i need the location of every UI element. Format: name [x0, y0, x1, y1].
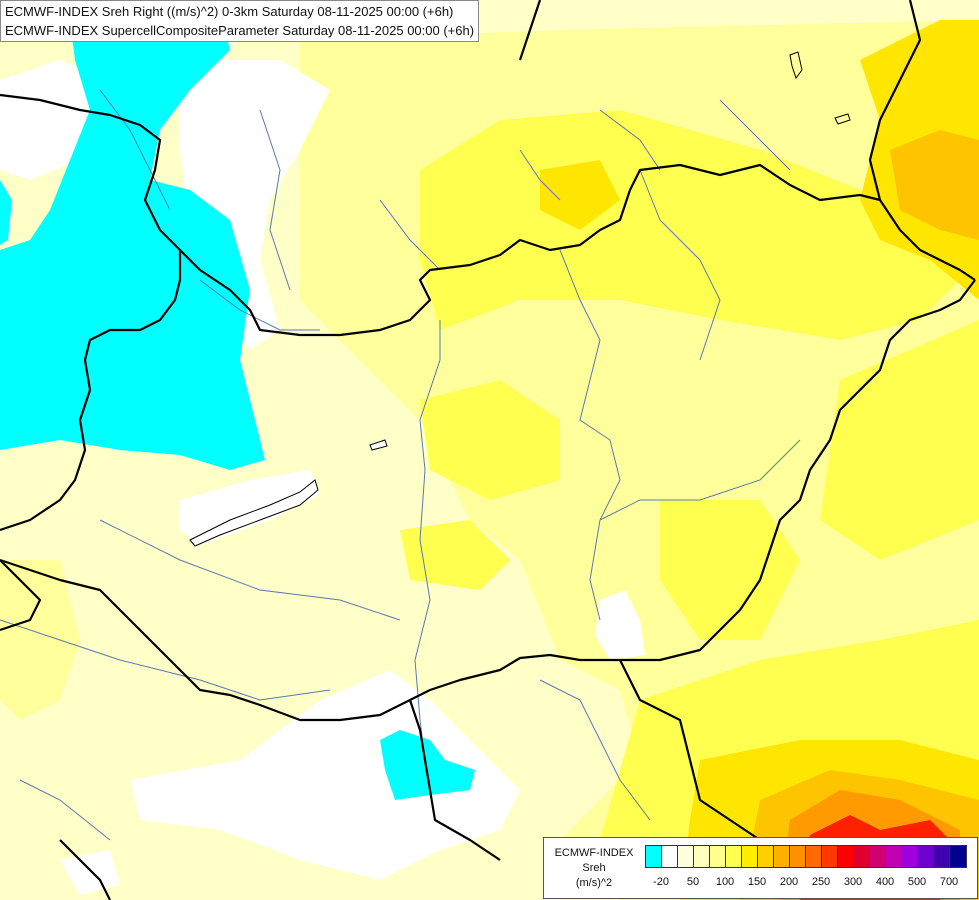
white-zone-south [130, 670, 520, 880]
legend-swatch [758, 846, 774, 867]
legend-tick-label: 400 [875, 876, 895, 888]
cyan-zone-edge-left [0, 180, 12, 245]
yellow-band-east [820, 320, 979, 560]
legend-tick-label: 100 [715, 876, 735, 888]
legend-swatch [838, 846, 854, 867]
legend-swatch [694, 846, 710, 867]
legend-swatch [790, 846, 806, 867]
map-title-box: ECMWF-INDEX Sreh Right ((m/s)^2) 0-3km S… [0, 0, 480, 42]
cyan-zone-west [0, 10, 265, 470]
legend-title-line1: ECMWF-INDEX [554, 847, 634, 859]
legend-swatch [806, 846, 822, 867]
lake-small-north [789, 51, 803, 80]
yellow-band-center [420, 380, 560, 500]
legend-tick-label: 50 [686, 876, 700, 888]
legend-title-line3: (m/s)^2 [575, 877, 613, 889]
legend-title-line2: Sreh [582, 862, 606, 874]
legend-ticks: -20 50 100 150 200 250 300 400 500 700 [645, 876, 969, 890]
legend-swatch [774, 846, 790, 867]
legend-tick-label: 150 [747, 876, 767, 888]
map-title-line2: ECMWF-INDEX SupercellCompositeParameter … [5, 23, 475, 38]
legend-tick-label: 250 [811, 876, 831, 888]
yellow-band-southeast [660, 500, 800, 640]
yellow-band-southwest [400, 520, 510, 590]
legend-swatches [645, 845, 967, 868]
legend-swatch [710, 846, 726, 867]
legend-tick-label: 200 [779, 876, 799, 888]
gold-zone-north [540, 160, 620, 230]
legend-tick-label: 300 [843, 876, 863, 888]
map-title-line1: ECMWF-INDEX Sreh Right ((m/s)^2) 0-3km S… [5, 4, 454, 19]
legend-swatch [854, 846, 870, 867]
legend-swatch [950, 846, 966, 867]
legend-swatch [870, 846, 886, 867]
legend-swatch [742, 846, 758, 867]
legend-swatch [662, 846, 678, 867]
legend-swatch [726, 846, 742, 867]
cyan-zone-south [380, 730, 475, 800]
legend-swatch [902, 846, 918, 867]
rivers [0, 89, 801, 841]
legend-title: ECMWF-INDEX Sreh (m/s)^2 [548, 846, 640, 891]
legend-tick-label: 500 [907, 876, 927, 888]
legend-swatch [918, 846, 934, 867]
lake-small-northeast [834, 113, 851, 125]
white-zone-bottom-left [60, 850, 120, 895]
legend-swatch [934, 846, 950, 867]
legend-tick-label: 700 [939, 876, 959, 888]
legend-swatch [822, 846, 838, 867]
white-zone-lake-area [180, 470, 320, 545]
legend-swatch [886, 846, 902, 867]
legend-swatch [646, 846, 662, 867]
white-zone-southeast-patch [595, 590, 645, 660]
lake-balaton [189, 479, 319, 547]
legend-tick-label: -20 [653, 876, 669, 888]
lake-small-center [369, 439, 388, 451]
orange-zone-northeast [890, 130, 979, 240]
light-yellow-field-west [0, 560, 80, 720]
color-legend: ECMWF-INDEX Sreh (m/s)^2 -20 50 100 150 200 2… [543, 837, 978, 899]
legend-swatch [678, 846, 694, 867]
